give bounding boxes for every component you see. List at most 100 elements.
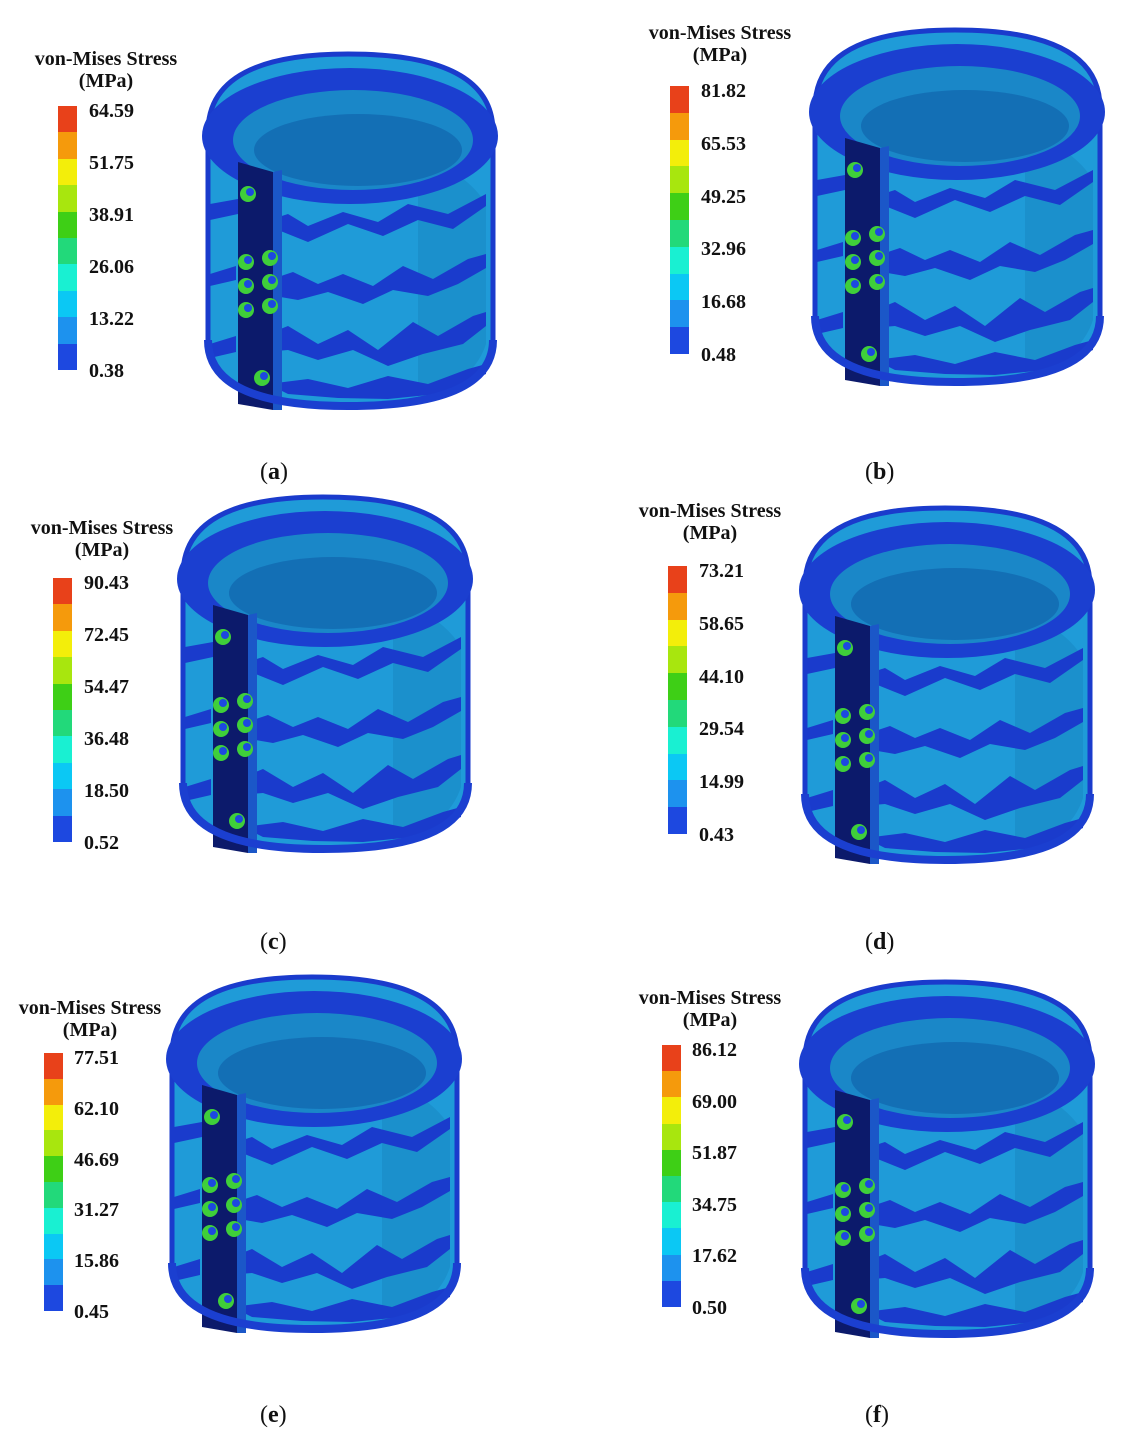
colorbar [58,106,77,370]
stress-band [185,779,211,801]
bolt [851,1298,867,1314]
bottom-rim [811,315,1104,387]
bolt [859,752,875,768]
colorbar-tick-label: 13.22 [89,308,134,331]
connection-plate [213,605,248,853]
bolt [215,629,231,645]
subfigure-label: (a) [260,459,288,485]
bottom-rim [179,782,472,854]
inner-shadow [851,568,1059,640]
subfigure-letter: a [268,459,280,485]
legend-title: von-Mises Stress (MPa) [620,22,820,66]
bolt [859,728,875,744]
bolt [845,254,861,270]
stress-band [807,1194,833,1214]
stress-band [227,1177,450,1227]
stress-band [174,1259,200,1281]
colorbar-tick-label: 62.10 [74,1097,119,1120]
colorbar [53,578,72,842]
colorbar-segment [668,619,687,647]
colorbar-tick-label: 0.43 [699,823,734,846]
colorbar-tick-label: 54.47 [84,676,129,699]
steel-ring-model [177,494,473,854]
colorbar-segment [670,327,689,354]
stress-band [817,175,845,196]
stress-band [875,340,1093,375]
legend-title-line1: von-Mises Stress [34,48,178,70]
colorbar-segment [670,300,689,328]
stress-band [238,697,461,747]
colorbar [44,1053,63,1311]
colorbar-segment [44,1130,63,1157]
panel-a: von-Mises Stress (MPa) 64.59 51.75 38.91 26.0… [0,0,570,485]
inner-shadow [851,1042,1059,1114]
inner-shadow [861,90,1069,162]
connection-plate [238,162,273,410]
stress-band [263,254,486,304]
colorbar-segment [44,1053,63,1079]
bolt [835,708,851,724]
colorbar-segment [58,106,77,133]
colorbar-segment [662,1123,681,1150]
colorbar-tick-label: 0.48 [701,343,736,366]
colorbar-tick-label: 17.62 [692,1245,737,1268]
bottom-rim [801,793,1094,865]
legend-title-line2: (MPa) [682,1009,738,1031]
colorbar-segment [58,264,77,291]
panel-b: von-Mises Stress (MPa) 81.82 65.53 49.25 32.9… [570,0,1140,485]
bolt [835,732,851,748]
colorbar-segment [53,630,72,658]
colorbar-segment [58,237,77,265]
stress-band [268,364,486,399]
legend-title-line2: (MPa) [62,1019,118,1041]
colorbar-tick-label: 51.75 [89,152,134,174]
colorbar-segment [53,709,72,737]
colorbar-tick-label: 81.82 [701,80,746,102]
colorbar-segment [58,343,77,370]
colorbar-segment [44,1156,63,1182]
legend-title-line2: (MPa) [74,539,130,561]
colorbar-tick-label: 77.51 [74,1047,119,1069]
bolt [869,226,885,242]
stress-band [817,312,843,334]
stress-band [174,1122,202,1143]
bolt [859,1178,875,1194]
bolt [226,1173,242,1189]
colorbar-segment [662,1254,681,1281]
colorbar-segment [58,317,77,344]
colorbar-segment [53,604,72,631]
colorbar-segment [662,1202,681,1229]
stress-band [210,266,236,286]
colorbar-segment [53,578,72,605]
colorbar-segment [668,699,687,727]
colorbar-segment [662,1045,681,1072]
stress-band [227,1117,450,1165]
bolt [204,1109,220,1125]
bolt [835,1206,851,1222]
stress-band [870,230,1093,280]
colorbar-segment [58,211,77,238]
legend-title: von-Mises Stress (MPa) [610,987,810,1031]
panel-f: von-Mises Stress (MPa) 86.12 69.00 51.87 34.7… [570,957,1140,1435]
colorbar-segment [53,657,72,684]
bolt [837,640,853,656]
legend-title-line1: von-Mises Stress [638,987,782,1009]
bolt [237,717,253,733]
stress-band [860,708,1083,758]
colorbar [670,86,689,354]
colorbar-tick-label: 0.50 [692,1297,727,1320]
colorbar-segment [58,185,77,212]
colorbar-segment [668,566,687,593]
subfigure-letter: e [268,1402,279,1428]
colorbar-tick-label: 86.12 [692,1039,737,1061]
colorbar-tick-label: 73.21 [699,560,744,582]
colorbar-tick-label: 15.86 [74,1250,119,1273]
bolt [861,346,877,362]
bolt [218,1293,234,1309]
subfigure-label: (e) [260,1402,287,1428]
colorbar-segment [53,815,72,842]
colorbar-segment [670,193,689,220]
connection-plate [202,1085,237,1333]
colorbar-segment [58,158,77,186]
stress-band [232,1287,450,1322]
